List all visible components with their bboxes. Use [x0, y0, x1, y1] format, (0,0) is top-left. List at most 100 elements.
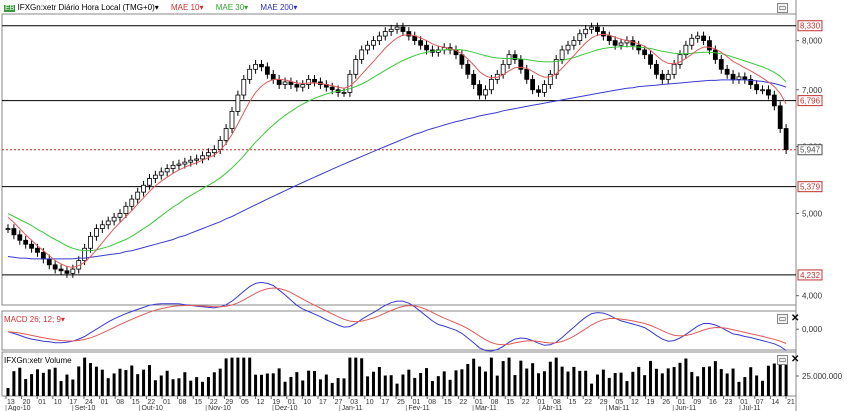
volume-bar [401, 374, 405, 396]
volume-bar [206, 377, 210, 396]
volume-bar [584, 370, 588, 396]
x-day-label: 25 [397, 399, 405, 406]
candle-body [648, 54, 653, 65]
macd-close-icon[interactable]: ✕ [791, 313, 800, 324]
ma30-dropdown-icon[interactable]: ▾ [244, 3, 249, 12]
volume-bar [395, 383, 399, 396]
candle-body [329, 86, 335, 91]
x-day-label: 08 [491, 399, 499, 406]
candle-body [382, 31, 388, 37]
volume-bar [224, 358, 228, 396]
volume-bar [761, 380, 765, 396]
volume-bar [501, 361, 505, 396]
volume-bar [30, 374, 34, 396]
minimize-panel-button[interactable]: ▭ [777, 3, 788, 13]
volume-bar [678, 362, 682, 396]
x-day-label: 24 [85, 399, 93, 406]
candle-body [264, 66, 270, 75]
candle-body [418, 40, 424, 46]
candle-body [506, 54, 512, 65]
volume-bar [254, 374, 258, 396]
candle-body [52, 264, 58, 270]
ma200-dropdown-icon[interactable]: ▾ [293, 3, 298, 12]
candle-body [182, 161, 188, 165]
x-month-label: Abr-11 [542, 405, 563, 411]
x-day-label: 09 [693, 399, 701, 406]
ma30-label[interactable]: MAE 30 [215, 3, 245, 12]
candle-body [471, 73, 477, 85]
x-day-label: 13 [7, 399, 15, 406]
volume-close-icon[interactable]: ✕ [791, 354, 800, 365]
y-tick-label: 7,000 [802, 86, 823, 95]
volume-bar [525, 368, 529, 396]
candle-body [223, 128, 229, 141]
candle-body [123, 205, 129, 214]
volume-bar [342, 378, 346, 396]
x-day-label: 10 [303, 399, 311, 406]
candle-body [388, 28, 394, 32]
volume-bar [177, 378, 181, 396]
candle-body [306, 78, 312, 85]
candle-body [371, 40, 376, 46]
candle-body [294, 84, 300, 88]
x-day-label: 12 [257, 399, 265, 406]
candle-body [276, 78, 282, 85]
price-tag-box [797, 269, 823, 281]
macd-dropdown-icon[interactable]: ▾ [60, 315, 65, 324]
x-day-label: 22 [522, 399, 530, 406]
candle-body [595, 26, 600, 32]
symbol-dropdown-icon[interactable]: ▾ [154, 3, 159, 12]
x-day-label: 03 [350, 399, 358, 406]
x-month-label: Jul-11 [742, 405, 761, 411]
candle-body [689, 37, 695, 46]
candle-body [571, 40, 577, 46]
candle-body [164, 168, 170, 173]
volume-bar [307, 370, 311, 396]
candle-body [270, 73, 276, 80]
x-month-label: Ago-10 [8, 405, 31, 411]
candle-body [200, 155, 205, 160]
macd-minimize-button[interactable]: ▭ [777, 314, 788, 324]
volume-bar [507, 357, 511, 396]
symbol-icon[interactable]: EB [4, 5, 16, 12]
x-day-label: 01 [740, 399, 748, 406]
candle-body [70, 268, 76, 274]
volume-minimize-button[interactable]: ▭ [777, 355, 788, 365]
volume-bar [248, 357, 252, 396]
volume-bar [313, 371, 317, 396]
volume-label[interactable]: IFXGn:xetr Volume [4, 356, 72, 365]
ma10-dropdown-icon[interactable]: ▾ [199, 3, 204, 12]
x-month-label: Set-10 [75, 405, 96, 411]
ma10-label[interactable]: MAE 10 [170, 3, 200, 12]
candle-body [135, 191, 141, 200]
volume-bar [690, 371, 694, 396]
macd-label[interactable]: MACD 26; 12; 9 [4, 315, 61, 324]
x-day-label: 08 [428, 399, 436, 406]
candle-body [194, 158, 200, 161]
candle-body [760, 89, 765, 92]
candle-body [412, 35, 418, 42]
ma200-label[interactable]: MAE 200 [260, 3, 294, 12]
candle-body [659, 73, 665, 80]
volume-bar [607, 377, 611, 396]
volume-bar [519, 360, 523, 396]
x-day-label: 01 [288, 399, 296, 406]
x-month-label: Mar-11 [475, 405, 497, 411]
ma30-line [7, 46, 787, 252]
candle-body [40, 251, 46, 260]
volume-bar [59, 381, 63, 396]
candle-body [29, 243, 34, 249]
x-day-label: 08 [179, 399, 187, 406]
macd-header: MACD 26; 12; 9▾ [4, 315, 65, 324]
volume-bar [366, 376, 370, 396]
x-day-label: 12 [631, 399, 639, 406]
volume-bar [136, 374, 140, 396]
volume-bar [578, 370, 582, 396]
candle-body [111, 216, 117, 222]
volume-bar [749, 367, 753, 396]
volume-bar [419, 373, 423, 396]
symbol-label[interactable]: IFXGn:xetr Diário Hora Local (TMG+0) [17, 3, 155, 12]
volume-bar [684, 358, 688, 396]
candle-body [606, 35, 612, 42]
